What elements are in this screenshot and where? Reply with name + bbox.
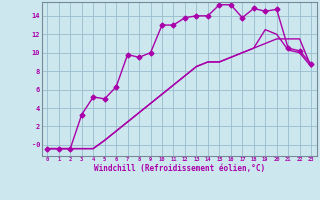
X-axis label: Windchill (Refroidissement éolien,°C): Windchill (Refroidissement éolien,°C) xyxy=(94,164,265,173)
